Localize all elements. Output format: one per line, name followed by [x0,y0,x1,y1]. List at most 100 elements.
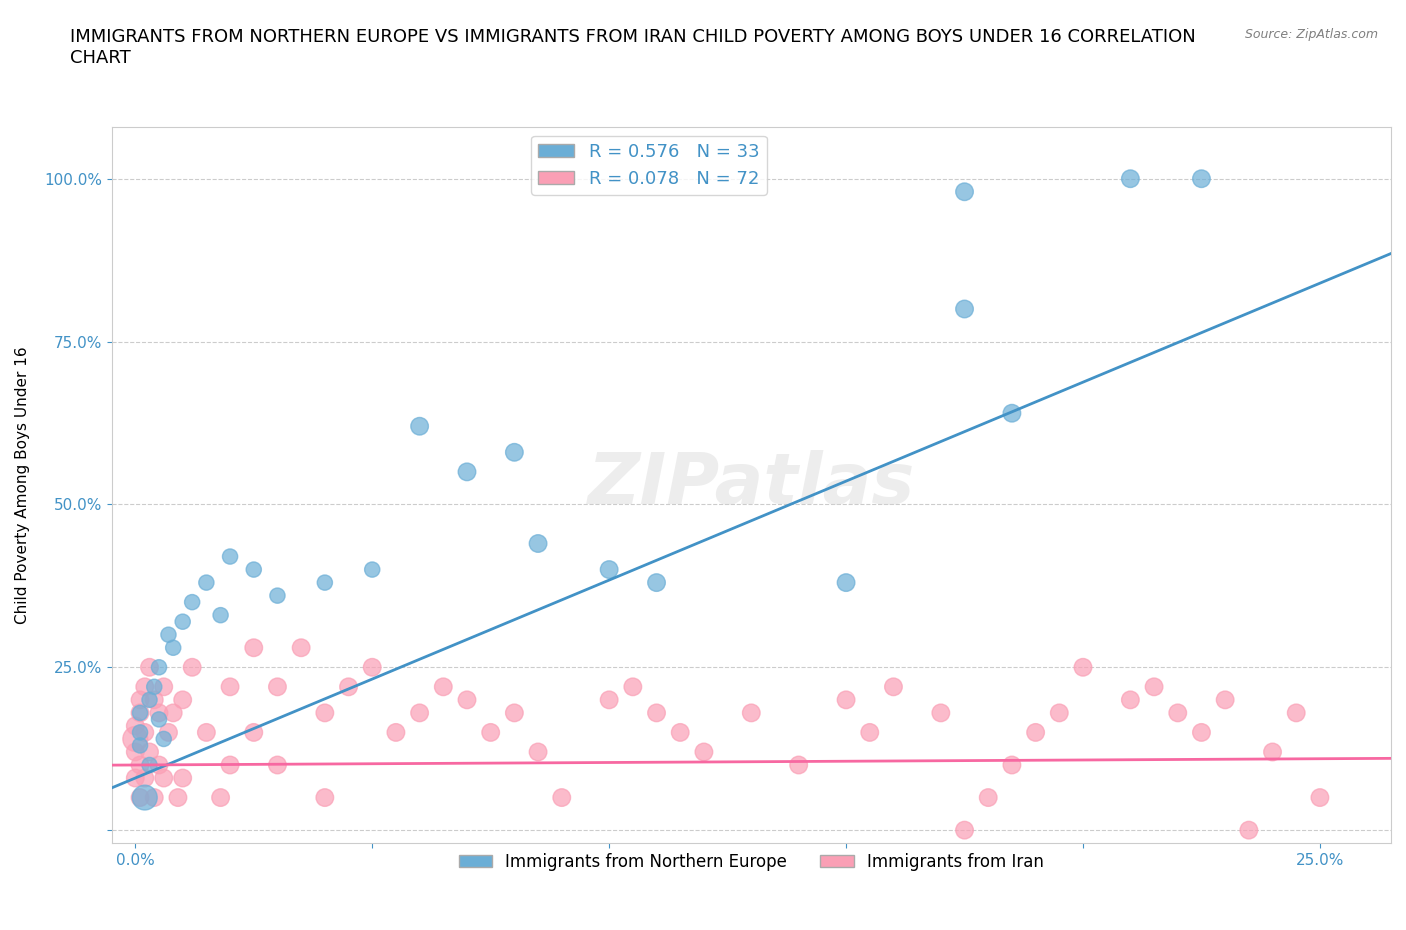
Point [408,418,430,433]
Point [162,706,184,721]
Point [134,771,156,786]
Point [157,725,180,740]
Point [129,725,152,740]
Point [835,575,858,590]
Point [162,640,184,655]
Point [242,725,264,740]
Point [1261,745,1284,760]
Point [1191,171,1213,186]
Point [527,536,550,551]
Point [337,680,360,695]
Point [266,680,288,695]
Point [953,184,976,199]
Point [134,790,156,805]
Point [1047,706,1070,721]
Point [148,706,170,721]
Point [1119,693,1142,708]
Point [1309,790,1331,805]
Point [385,725,408,740]
Point [172,693,194,708]
Point [859,725,882,740]
Point [551,790,574,805]
Point [152,680,174,695]
Point [1001,405,1024,420]
Point [314,790,336,805]
Point [129,758,152,773]
Point [129,790,152,805]
Point [143,693,166,708]
Point [138,693,160,708]
Point [645,575,668,590]
Point [456,693,478,708]
Point [143,790,166,805]
Point [1025,725,1047,740]
Point [242,562,264,577]
Text: Source: ZipAtlas.com: Source: ZipAtlas.com [1244,28,1378,41]
Point [209,790,232,805]
Point [1237,823,1260,838]
Point [787,758,810,773]
Point [148,660,170,675]
Point [181,660,204,675]
Text: IMMIGRANTS FROM NORTHERN EUROPE VS IMMIGRANTS FROM IRAN CHILD POVERTY AMONG BOYS: IMMIGRANTS FROM NORTHERN EUROPE VS IMMIG… [70,28,1197,67]
Point [693,745,716,760]
Point [143,680,166,695]
Point [953,823,976,838]
Point [669,725,692,740]
Point [456,464,478,479]
Point [148,758,170,773]
Point [266,588,288,603]
Point [314,706,336,721]
Point [195,725,218,740]
Point [129,706,152,721]
Point [929,706,952,721]
Point [138,758,160,773]
Point [124,719,146,734]
Point [882,680,904,695]
Point [527,745,550,760]
Point [953,301,976,316]
Point [503,706,526,721]
Point [172,614,194,629]
Point [134,680,156,695]
Point [152,771,174,786]
Point [157,627,180,642]
Point [167,790,190,805]
Point [1071,660,1094,675]
Point [479,725,502,740]
Point [129,693,152,708]
Point [195,575,218,590]
Point [219,758,242,773]
Y-axis label: Child Poverty Among Boys Under 16: Child Poverty Among Boys Under 16 [15,346,30,624]
Point [977,790,1000,805]
Point [290,640,312,655]
Point [1143,680,1166,695]
Point [503,445,526,459]
Point [645,706,668,721]
Point [598,693,620,708]
Point [1191,725,1213,740]
Point [740,706,762,721]
Point [598,562,620,577]
Text: ZIPatlas: ZIPatlas [588,450,915,519]
Point [361,562,384,577]
Point [1001,758,1024,773]
Point [209,607,232,622]
Point [408,706,430,721]
Point [432,680,454,695]
Point [266,758,288,773]
Point [219,549,242,564]
Point [138,660,160,675]
Point [1119,171,1142,186]
Point [124,745,146,760]
Point [835,693,858,708]
Point [621,680,644,695]
Point [314,575,336,590]
Point [138,745,160,760]
Legend: Immigrants from Northern Europe, Immigrants from Iran: Immigrants from Northern Europe, Immigra… [451,846,1050,878]
Point [219,680,242,695]
Point [152,732,174,747]
Point [181,594,204,609]
Point [172,771,194,786]
Point [124,732,146,747]
